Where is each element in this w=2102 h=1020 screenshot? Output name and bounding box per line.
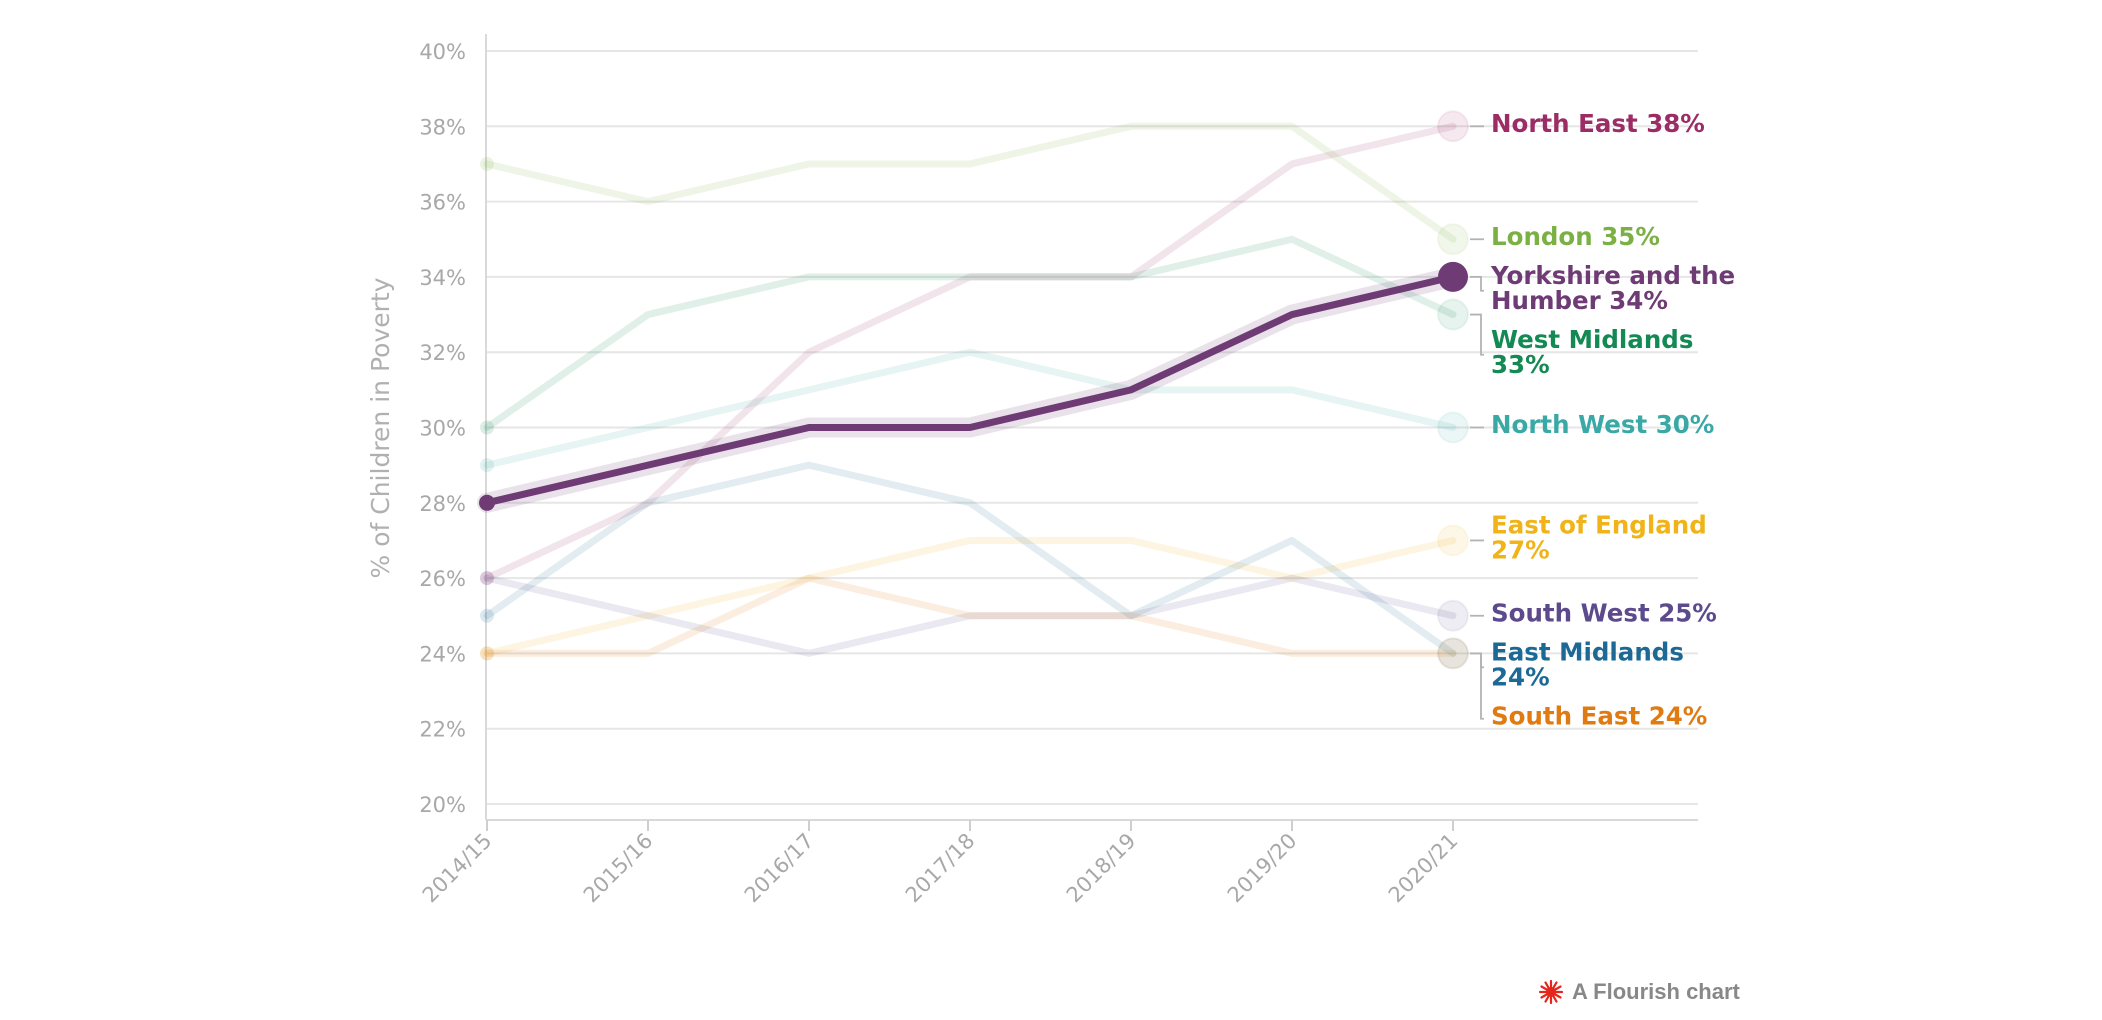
end-label-north-west: North West 30% — [1491, 410, 1714, 439]
series-start-point — [480, 608, 494, 623]
y-tick-label: 20% — [419, 793, 466, 817]
x-axis-ticks: 2014/15 2015/16 2016/17 2017/18 2018/19 2019/… — [418, 820, 1463, 907]
x-tick-label: 2020/21 — [1384, 829, 1463, 908]
series-yorkshire-and-the-humber — [477, 261, 1468, 513]
flourish-logo-icon — [1538, 979, 1564, 1005]
label-connector — [1470, 652, 1484, 720]
end-label-east-of-england: East of England 27% — [1491, 510, 1707, 564]
series-end-point[interactable] — [1438, 261, 1468, 292]
end-label-yorkshire-and-the-humber: Yorkshire and the Humber 34% — [1490, 261, 1735, 315]
series-east-midlands — [480, 461, 1469, 670]
series-start-point — [480, 646, 494, 661]
series-line[interactable] — [483, 536, 1457, 657]
series-end-point[interactable] — [1437, 110, 1469, 143]
end-labels: North East 38% London 35% Yorkshire and th… — [1490, 109, 1735, 730]
y-tick-label: 38% — [419, 115, 466, 139]
series-line[interactable] — [483, 122, 1457, 243]
y-tick-label: 40% — [419, 40, 466, 64]
series-start-point — [480, 571, 494, 586]
y-tick-label: 30% — [419, 417, 466, 441]
x-tick-label: 2017/18 — [901, 829, 980, 908]
end-label-london: London 35% — [1491, 222, 1660, 251]
series-start-point — [480, 646, 494, 661]
y-tick-label: 26% — [419, 567, 466, 591]
end-label-west-midlands: West Midlands 33% — [1491, 325, 1693, 379]
y-tick-label: 34% — [419, 266, 466, 290]
series-start-point — [480, 156, 494, 171]
y-axis-ticks: 20% 22% 24% 26% 28% 30% 32% 34% 36% 38% 40% — [419, 40, 466, 817]
axes — [485, 34, 1698, 821]
series-start-point — [480, 458, 494, 473]
x-tick-label: 2018/19 — [1062, 829, 1141, 908]
series-line[interactable] — [483, 235, 1457, 431]
series-line[interactable] — [483, 574, 1457, 657]
series-end-point[interactable] — [1437, 524, 1469, 557]
series-start-point — [479, 494, 495, 511]
series-start-point — [480, 420, 494, 435]
end-label-east-midlands: East Midlands 24% — [1491, 637, 1684, 691]
series-line[interactable] — [483, 122, 1457, 582]
x-tick-label: 2019/20 — [1223, 829, 1302, 908]
x-tick-label: 2015/16 — [579, 829, 658, 908]
label-connector — [1470, 313, 1484, 356]
series-line[interactable] — [483, 574, 1457, 657]
label-connector — [1470, 276, 1484, 292]
series-london — [480, 122, 1469, 256]
series-west-midlands — [480, 235, 1469, 435]
y-tick-label: 32% — [419, 341, 466, 365]
series-start-point — [480, 571, 494, 586]
end-label-north-east: North East 38% — [1491, 109, 1705, 138]
series-north-east — [480, 110, 1469, 586]
y-axis-title: % of Children in Poverty — [366, 277, 395, 578]
series-lines — [477, 110, 1469, 670]
y-tick-label: 24% — [419, 642, 466, 666]
gridlines — [486, 50, 1698, 805]
end-label-south-east: South East 24% — [1491, 701, 1707, 730]
series-end-point[interactable] — [1437, 637, 1469, 670]
y-tick-label: 36% — [419, 191, 466, 215]
series-end-point[interactable] — [1437, 223, 1469, 256]
series-south-east — [480, 574, 1469, 670]
end-label-south-west: South West 25% — [1491, 598, 1717, 627]
series-east-of-england — [480, 524, 1469, 661]
series-line[interactable] — [483, 273, 1457, 507]
series-line[interactable] — [483, 461, 1457, 657]
y-tick-label: 28% — [419, 492, 466, 516]
y-tick-label: 22% — [419, 718, 466, 742]
series-south-west — [480, 571, 1469, 657]
series-north-west — [480, 348, 1469, 473]
series-line[interactable] — [483, 348, 1457, 469]
series-end-point[interactable] — [1437, 411, 1469, 444]
series-end-point[interactable] — [1437, 637, 1469, 670]
series-end-point[interactable] — [1437, 298, 1469, 331]
flourish-credit-text: A Flourish chart — [1572, 979, 1740, 1004]
flourish-credit[interactable]: A Flourish chart — [1538, 975, 1740, 1009]
series-end-point[interactable] — [1437, 599, 1469, 632]
x-tick-label: 2014/15 — [418, 829, 497, 908]
label-connectors — [1470, 125, 1484, 720]
x-tick-label: 2016/17 — [740, 829, 819, 908]
